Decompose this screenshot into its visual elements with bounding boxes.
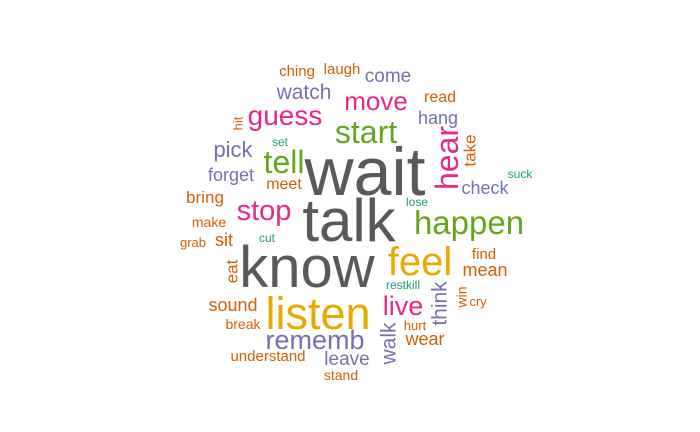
word-read: read <box>423 89 457 106</box>
word-live: live <box>382 290 424 321</box>
word-sound: sound <box>208 295 258 315</box>
word-understand: understand <box>230 347 306 365</box>
word-hear: hear <box>428 125 465 191</box>
word-pick: pick <box>213 137 253 162</box>
word-sit: sit <box>215 230 233 250</box>
word-move: move <box>344 86 408 116</box>
word-cry: cry <box>469 293 487 309</box>
word-wait: wait <box>304 134 426 210</box>
word-talk: talk <box>302 187 396 254</box>
word-feel: feel <box>387 240 453 284</box>
word-rememb: rememb <box>265 324 365 355</box>
word-lose: lose <box>405 195 428 209</box>
word-take: take <box>460 133 480 167</box>
word-cut: cut <box>258 231 275 245</box>
word-grab: grab <box>179 234 207 250</box>
word-start: start <box>334 114 398 150</box>
word-listen: listen <box>265 287 371 339</box>
word-hit: hit <box>230 116 246 130</box>
word-suck: suck <box>507 167 533 181</box>
word-check: check <box>461 178 509 198</box>
word-come: come <box>364 65 412 87</box>
word-leave: leave <box>324 348 370 370</box>
word-stop: stop <box>236 194 292 227</box>
word-make: make <box>191 214 227 230</box>
word-bring: bring <box>186 187 224 207</box>
word-eat: eat <box>222 259 242 283</box>
word-watch: watch <box>276 80 332 104</box>
word-know: know <box>239 235 375 300</box>
word-hang: hang <box>417 108 459 128</box>
word-ching: ching <box>279 62 315 80</box>
word-walk: walk <box>377 321 401 365</box>
word-find: find <box>471 245 497 263</box>
word-meet: meet <box>266 176 302 193</box>
word-forget: forget <box>207 165 255 185</box>
word-stand: stand <box>323 367 359 383</box>
word-restkill: restkill <box>385 278 420 292</box>
word-break: break <box>225 316 261 332</box>
word-mean: mean <box>462 260 508 280</box>
word-tell: tell <box>263 144 305 180</box>
word-think: think <box>428 280 452 326</box>
word-guess: guess <box>247 100 323 131</box>
word-hurt: hurt <box>403 317 427 333</box>
word-laugh: laugh <box>323 60 361 78</box>
word-win: win <box>453 286 470 308</box>
word-happen: happen <box>413 203 525 241</box>
word-set: set <box>271 135 288 149</box>
word-wear: wear <box>405 329 445 349</box>
